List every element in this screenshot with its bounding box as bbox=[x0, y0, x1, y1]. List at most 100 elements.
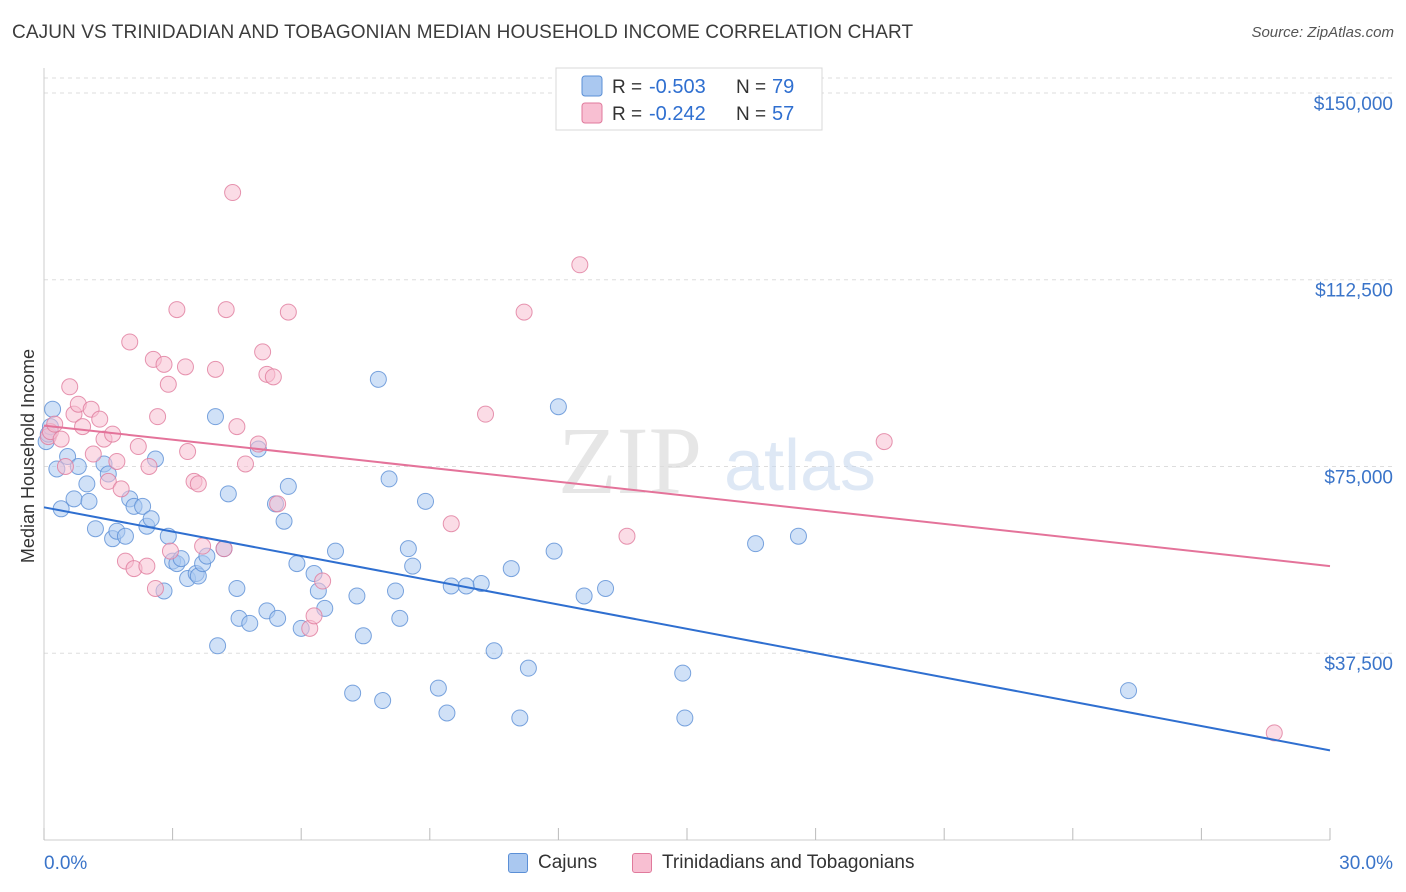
trend-lines bbox=[43, 424, 1331, 752]
point-trinidadians bbox=[74, 418, 92, 436]
legend-label-trinidadians: Trinidadians and Tobagonians bbox=[662, 852, 915, 873]
point-cajuns bbox=[78, 475, 96, 493]
point-cajuns bbox=[348, 587, 366, 605]
point-cajuns bbox=[575, 587, 593, 605]
point-cajuns bbox=[391, 609, 409, 627]
point-cajuns bbox=[116, 527, 134, 545]
point-cajuns bbox=[597, 579, 615, 597]
legend-r-label-trinidadians: R = bbox=[612, 104, 647, 125]
point-cajuns bbox=[417, 492, 435, 510]
point-trinidadians bbox=[236, 455, 254, 473]
point-cajuns bbox=[519, 659, 537, 677]
legend-top: R = -0.503 N = 79 R = -0.242 N = 57 bbox=[555, 67, 823, 131]
point-cajuns bbox=[44, 400, 62, 418]
point-trinidadians bbox=[305, 607, 323, 625]
point-trinidadians bbox=[176, 358, 194, 376]
legend-item-trinidadians[interactable]: Trinidadians and Tobagonians bbox=[632, 852, 914, 874]
point-trinidadians bbox=[46, 415, 64, 433]
point-trinidadians bbox=[1265, 724, 1283, 742]
axes bbox=[43, 68, 1331, 841]
point-trinidadians bbox=[442, 515, 460, 533]
point-trinidadians bbox=[254, 343, 272, 361]
point-trinidadians bbox=[138, 557, 156, 575]
legend-swatch-trinidadians bbox=[581, 102, 603, 124]
point-trinidadians bbox=[61, 378, 79, 396]
point-trinidadians bbox=[121, 333, 139, 351]
watermark-atlas: atlas bbox=[724, 426, 876, 506]
gridlines bbox=[44, 77, 1392, 654]
point-trinidadians bbox=[206, 360, 224, 378]
point-cajuns bbox=[344, 684, 362, 702]
y-tick-label: $75,000 bbox=[1324, 467, 1393, 488]
point-trinidadians bbox=[279, 303, 297, 321]
x-tick-labels: 0.0% 30.0% bbox=[44, 853, 1393, 874]
point-cajuns bbox=[275, 512, 293, 530]
legend-swatch-cajuns-bottom bbox=[508, 853, 528, 873]
point-trinidadians bbox=[112, 480, 130, 498]
legend-r-value-trinidadians: -0.242 bbox=[649, 103, 706, 125]
y-tick-label: $112,500 bbox=[1315, 281, 1393, 302]
point-trinidadians bbox=[129, 438, 147, 456]
point-trinidadians bbox=[179, 443, 197, 461]
point-trinidadians bbox=[91, 410, 109, 428]
point-trinidadians bbox=[155, 355, 173, 373]
point-trinidadians bbox=[140, 457, 158, 475]
point-cajuns bbox=[404, 557, 422, 575]
point-trinidadians bbox=[159, 375, 177, 393]
point-cajuns bbox=[354, 627, 372, 645]
data-points bbox=[37, 184, 1283, 742]
point-trinidadians bbox=[314, 572, 332, 590]
point-trinidadians bbox=[52, 430, 70, 448]
legend-n-value-trinidadians: 57 bbox=[772, 103, 794, 125]
trend-line-trinidadians bbox=[43, 424, 1331, 568]
point-trinidadians bbox=[149, 408, 167, 426]
legend-item-cajuns[interactable]: Cajuns bbox=[508, 852, 597, 874]
point-cajuns bbox=[206, 408, 224, 426]
point-trinidadians bbox=[571, 256, 589, 274]
point-cajuns bbox=[399, 540, 417, 558]
point-trinidadians bbox=[194, 537, 212, 555]
point-trinidadians bbox=[477, 405, 495, 423]
point-cajuns bbox=[1120, 682, 1138, 700]
point-cajuns bbox=[380, 470, 398, 488]
y-axis-label: Median Household Income bbox=[18, 349, 38, 563]
point-cajuns bbox=[288, 555, 306, 573]
point-cajuns bbox=[326, 542, 344, 560]
x-tick-label-min: 0.0% bbox=[44, 853, 87, 874]
legend-label-cajuns: Cajuns bbox=[538, 852, 598, 873]
y-tick-labels: $37,500 $75,000 $112,500 $150,000 bbox=[1314, 94, 1393, 675]
point-trinidadians bbox=[146, 579, 164, 597]
point-cajuns bbox=[134, 497, 152, 515]
legend-r-value-cajuns: -0.503 bbox=[649, 76, 706, 98]
point-cajuns bbox=[511, 709, 529, 727]
point-cajuns bbox=[65, 490, 83, 508]
point-cajuns bbox=[674, 664, 692, 682]
point-trinidadians bbox=[875, 433, 893, 451]
point-cajuns bbox=[485, 642, 503, 660]
point-cajuns bbox=[676, 709, 694, 727]
watermark: ZIP atlas bbox=[558, 407, 876, 514]
watermark-zip: ZIP bbox=[558, 407, 702, 514]
legend-n-label-trinidadians: N = bbox=[736, 104, 771, 125]
point-trinidadians bbox=[99, 472, 117, 490]
legend-bottom: Cajuns Trinidadians and Tobagonians bbox=[0, 852, 1406, 878]
point-cajuns bbox=[80, 492, 98, 510]
point-cajuns bbox=[429, 679, 447, 697]
legend-r-label-cajuns: R = bbox=[612, 77, 647, 98]
point-cajuns bbox=[549, 398, 567, 416]
trend-line-cajuns bbox=[43, 506, 1331, 752]
point-cajuns bbox=[789, 527, 807, 545]
point-cajuns bbox=[86, 520, 104, 538]
point-cajuns bbox=[228, 579, 246, 597]
point-trinidadians bbox=[189, 475, 207, 493]
point-cajuns bbox=[369, 370, 387, 388]
point-cajuns bbox=[209, 637, 227, 655]
y-tick-label: $150,000 bbox=[1314, 94, 1393, 115]
point-cajuns bbox=[387, 582, 405, 600]
point-cajuns bbox=[279, 477, 297, 495]
point-trinidadians bbox=[161, 542, 179, 560]
point-cajuns bbox=[545, 542, 563, 560]
legend-swatch-cajuns bbox=[581, 75, 603, 97]
point-trinidadians bbox=[217, 301, 235, 319]
